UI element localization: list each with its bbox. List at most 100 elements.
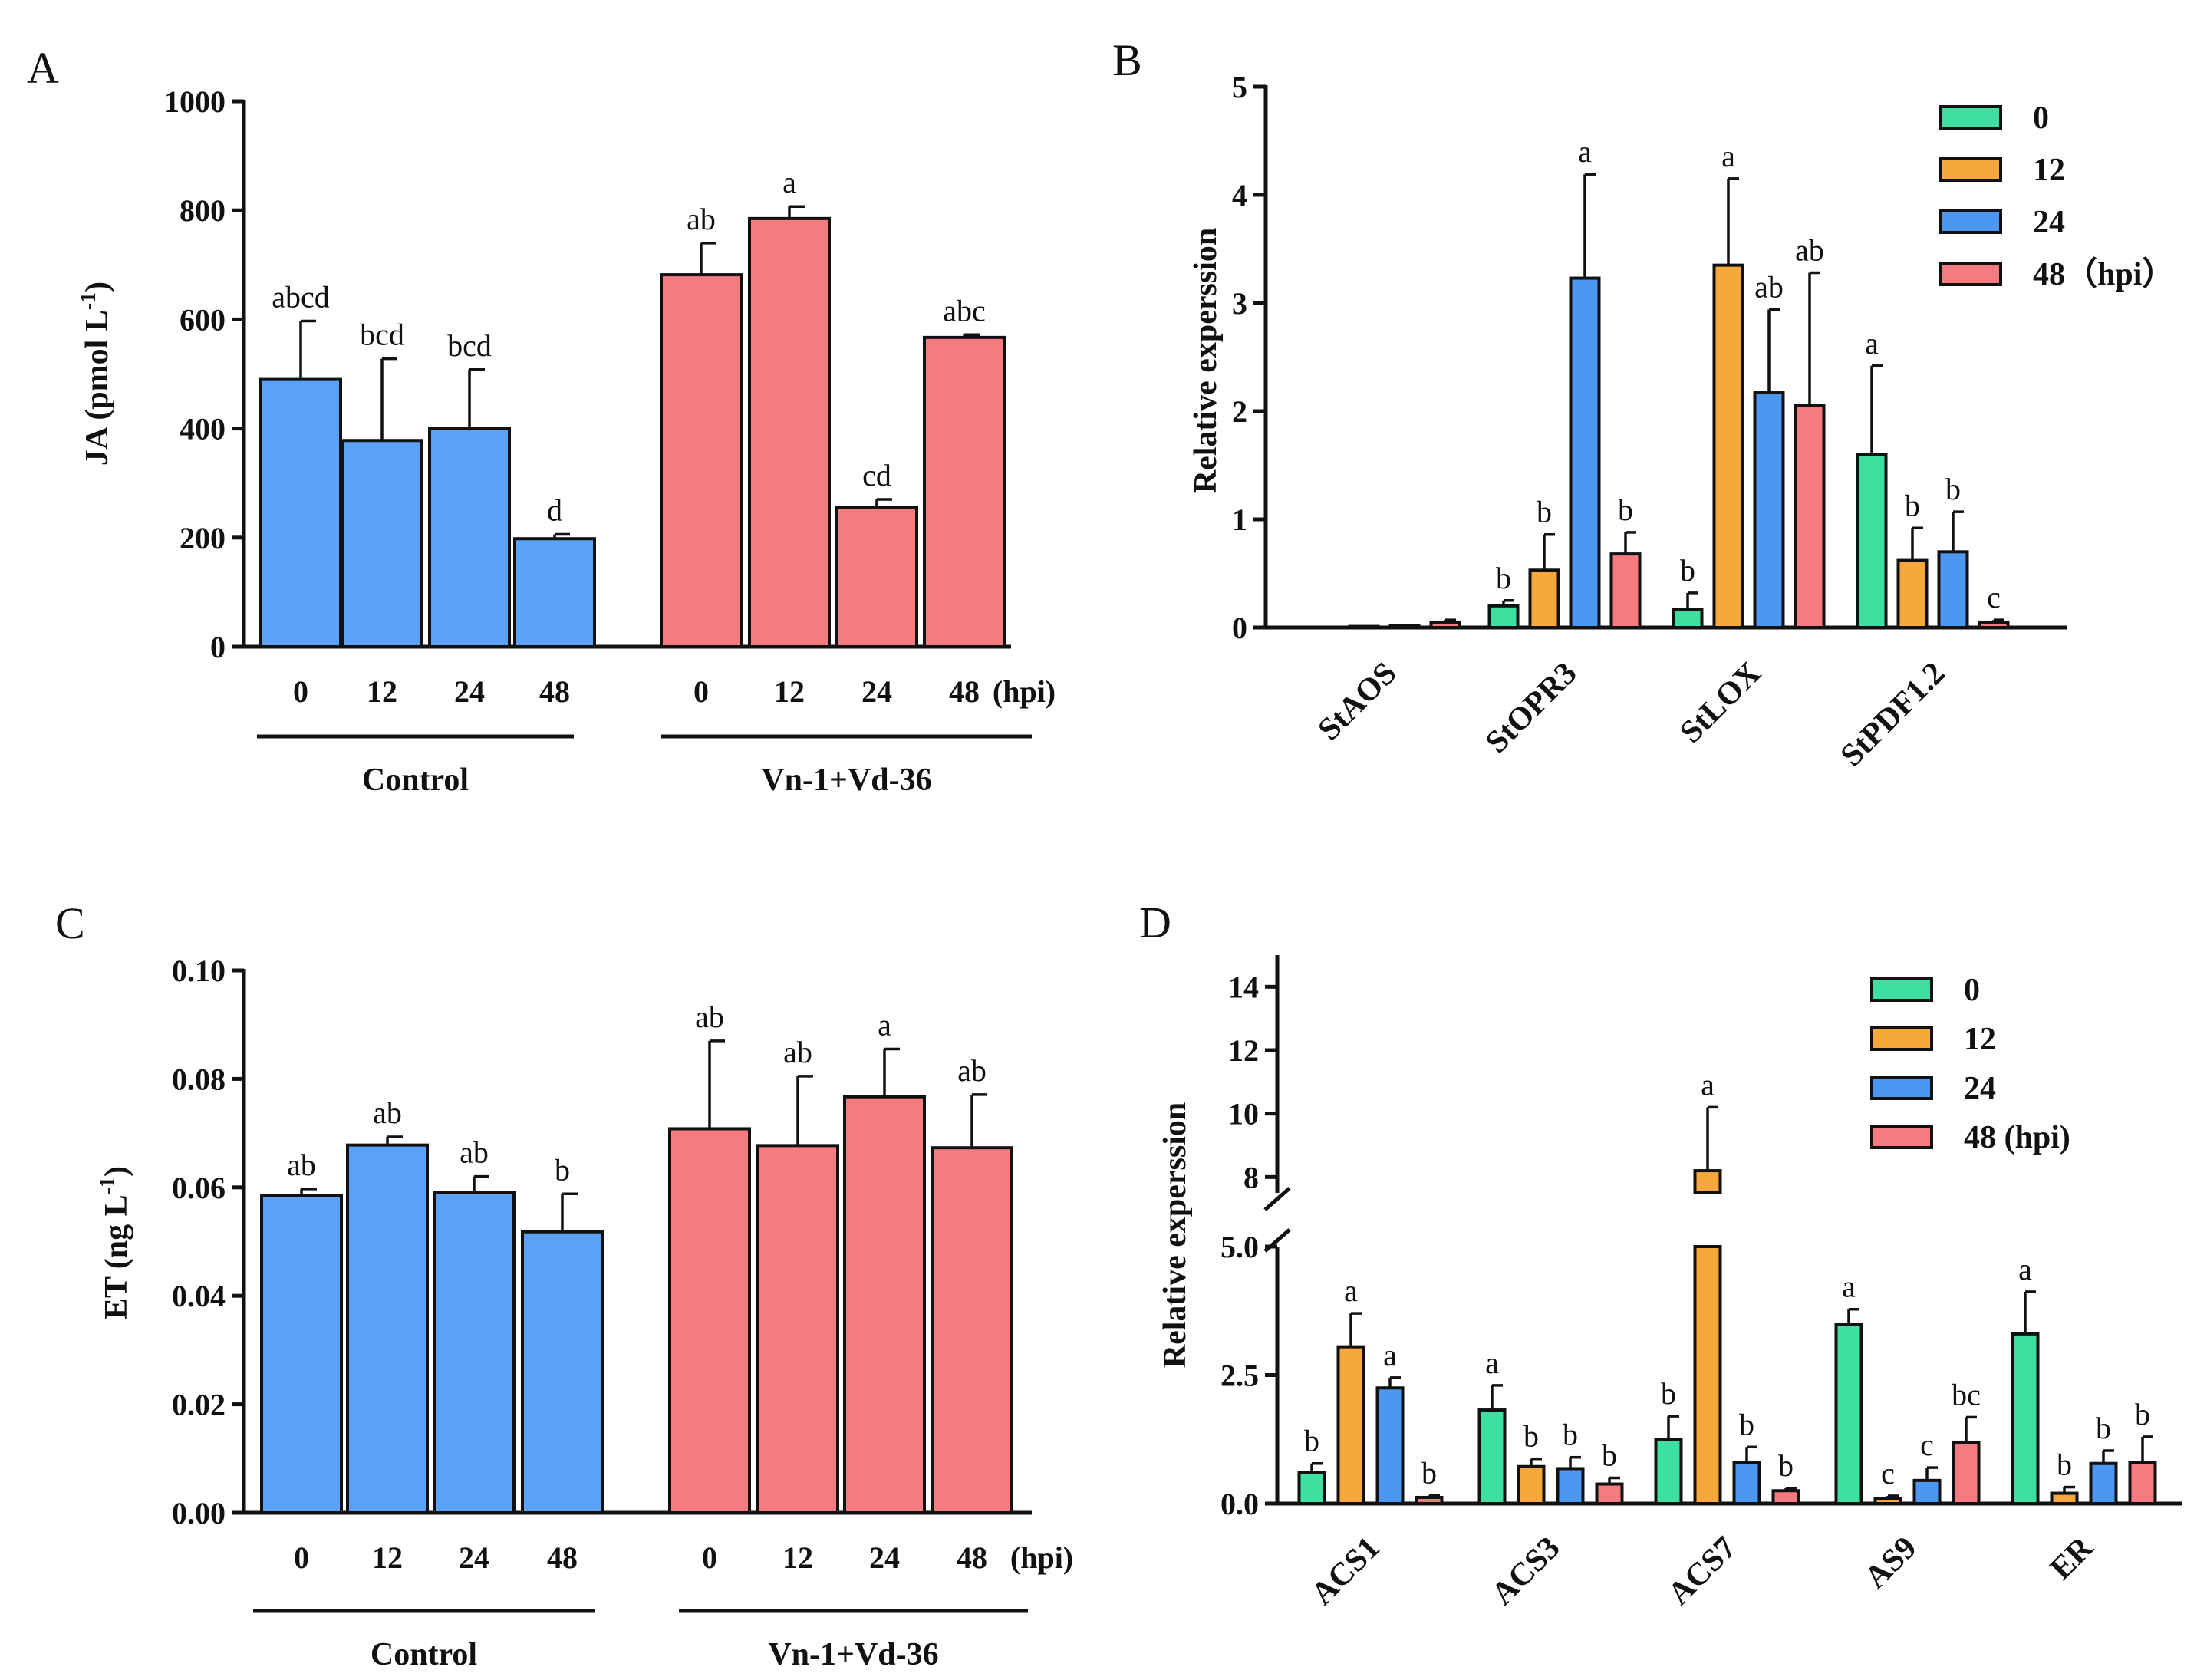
bar [1415,1495,1444,1505]
significance-letter: a [1344,1273,1358,1308]
y-tick-label: 4 [1232,178,1247,212]
significance-letter: ab [373,1095,402,1130]
y-tick-label: 0.06 [172,1171,226,1205]
legend-swatch [1939,105,2002,130]
significance-letter: c [1987,580,2001,614]
bar [1375,1386,1405,1505]
bar [1556,1467,1585,1505]
bar [259,377,342,648]
bar [748,216,831,648]
significance-letter: b [2135,1397,2150,1431]
bar [1896,558,1929,630]
y-axis-label: Relative experssion [1158,1102,1193,1368]
y-tick-label: 0 [1232,611,1247,645]
bar [1978,620,2010,630]
y-tick-label: 5.0 [1220,1230,1259,1264]
bar [260,1194,343,1515]
bar [668,1127,751,1514]
x-tick-label: 48 [547,1540,578,1575]
x-category-label: StPDF1.2 [1834,656,1952,774]
y-tick-label: 8 [1243,1160,1259,1194]
bar [1794,404,1826,629]
significance-letter: ab [1754,269,1784,304]
significance-letter: b [1739,1407,1754,1441]
x-tick-label: 24 [454,674,485,709]
bar [931,1146,1013,1514]
x-category-label: ACS3 [1485,1530,1567,1612]
y-tick-label: 400 [180,412,226,446]
significance-letter: b [555,1152,570,1187]
legend-swatch [1870,1125,1933,1149]
significance-letter: a [1865,326,1879,361]
bar [2089,1461,2118,1505]
significance-letter: bc [1952,1377,1981,1412]
significance-letter: b [1618,492,1633,527]
significance-letter: c [1920,1428,1934,1462]
x-category-label: ACS7 [1662,1530,1744,1612]
group-label: Vn-1+Vd-36 [768,1637,938,1672]
bar [1912,1478,1942,1505]
group-label: Control [362,763,469,798]
significance-letter: d [547,493,562,528]
bar [1672,608,1704,630]
significance-letter: b [1661,1376,1676,1411]
significance-letter: ab [957,1053,987,1088]
bar [1528,568,1560,630]
x-tick-label: 24 [869,1540,900,1575]
x-tick-label: 12 [372,1540,403,1575]
significance-letter: b [1778,1448,1794,1483]
legend-label: 0 [1964,973,1980,1008]
y-tick-label: 2 [1232,394,1247,429]
significance-letter: c [1881,1456,1895,1491]
y-tick-label: 12 [1228,1033,1259,1068]
bar [1753,391,1785,630]
bar [1712,263,1744,629]
significance-letter: ab [687,202,716,236]
bar [1429,620,1461,630]
legend-label: 24 [2033,205,2065,240]
significance-letter: ab [695,1000,724,1034]
legend-label: 48 (hpi) [1964,1120,2070,1155]
x-category-label: AS9 [1858,1530,1923,1596]
bar [1952,1441,1981,1505]
bar [1834,1323,1863,1505]
x-tick-label: 0 [702,1540,717,1575]
y-tick-label: 800 [180,193,226,228]
axis-break-mark [1263,1187,1291,1211]
bar [1937,550,1969,629]
bar [756,1144,839,1514]
y-axis-label: JA (pmol L-1) [77,282,115,466]
significance-letter: b [1563,1418,1578,1452]
significance-letter: b [1304,1424,1319,1458]
legend-label: 24 [1964,1071,1996,1106]
bar [1336,1345,1365,1506]
legend-label: 12 [1964,1022,1996,1057]
y-tick-label: 200 [180,521,226,555]
panel-label: D [1139,898,1171,947]
x-category-label: ACS1 [1305,1530,1387,1612]
x-tick-label: 0 [294,1540,309,1575]
bar [923,335,1006,648]
significance-letter: a [782,165,796,199]
bar [341,439,423,648]
significance-letter: b [2096,1411,2111,1445]
y-axis-label-close: ) [99,1166,134,1177]
legend-label: 12 [2033,153,2065,188]
bar [513,537,596,648]
significance-letter: b [1602,1438,1617,1473]
x-category-label: StLOX [1673,656,1767,750]
legend-label: 48（hpi） [2033,256,2174,292]
x-unit-label: (hpi) [1010,1540,1073,1575]
significance-letter: b [1680,553,1695,588]
y-tick-label: 0.02 [172,1388,226,1422]
bar [1856,453,1888,630]
legend-label: 0 [2033,100,2049,136]
bar-upper-segment [1693,1169,1722,1194]
x-tick-label: 0 [293,674,308,709]
significance-letter: b [1945,472,1961,506]
significance-letter: abc [943,293,986,328]
bar [660,273,743,648]
